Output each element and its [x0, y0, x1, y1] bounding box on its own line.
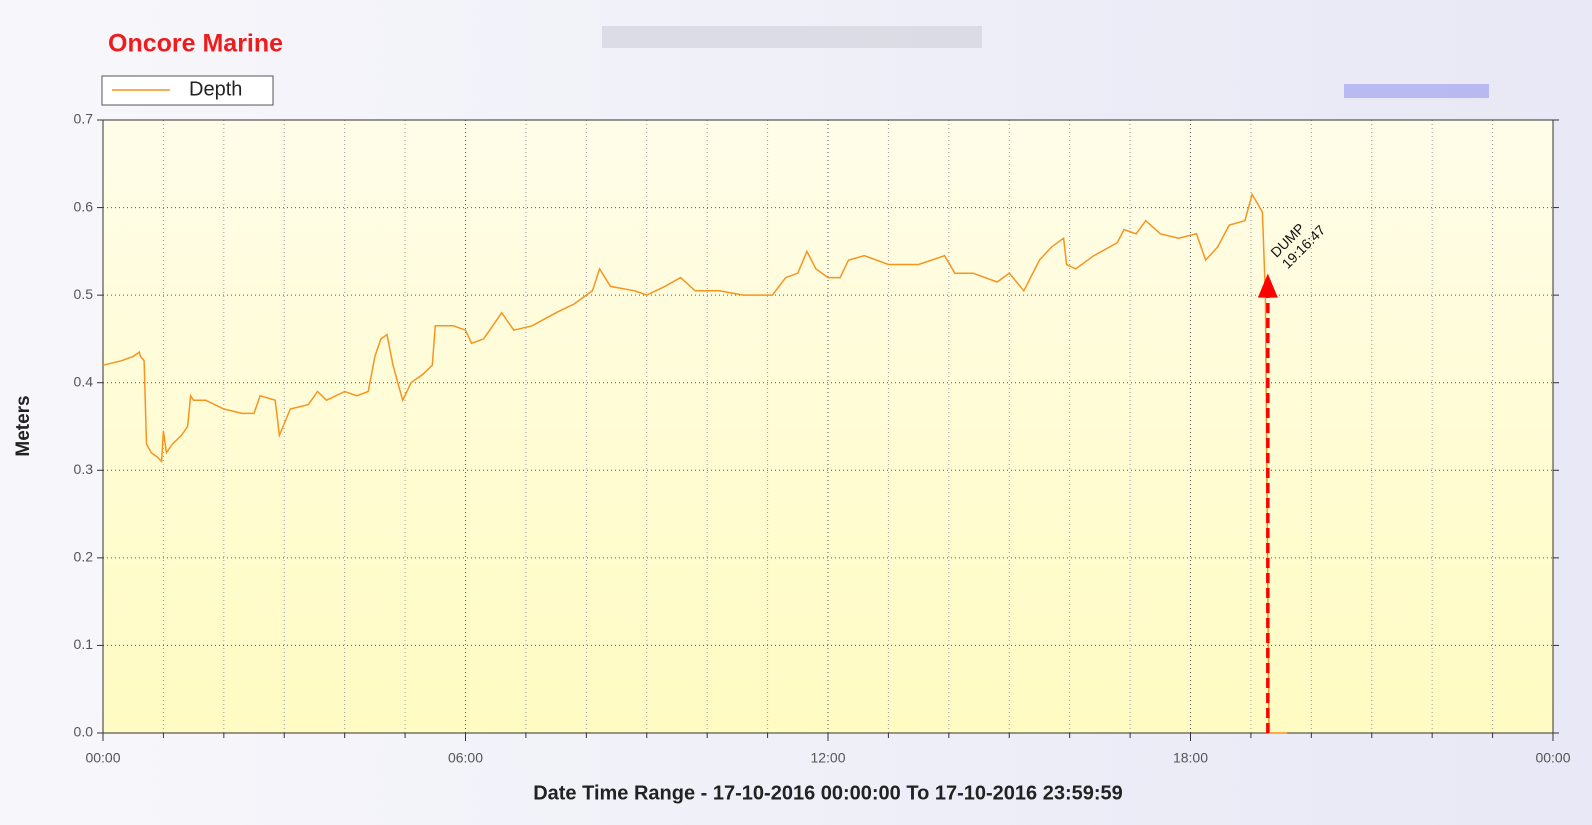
y-tick-label: 0.5 — [74, 286, 94, 302]
blurred-header — [602, 26, 982, 48]
y-tick-label: 0.3 — [74, 461, 94, 477]
y-tick-label: 0.4 — [74, 373, 94, 389]
y-axis-title: Meters — [13, 395, 34, 456]
y-tick-label: 0.0 — [74, 724, 94, 740]
y-tick-label: 0.2 — [74, 549, 94, 565]
x-tick-label: 00:00 — [1535, 750, 1570, 766]
plot-frame — [102, 119, 1554, 734]
chart-title: Oncore Marine — [108, 30, 283, 58]
y-tick-label: 0.1 — [74, 636, 94, 652]
blurred-link — [1344, 84, 1489, 98]
legend-label: Depth — [189, 78, 242, 100]
plot-area — [103, 120, 1553, 733]
y-tick-label: 0.7 — [74, 111, 94, 127]
legend: Depth — [101, 75, 274, 106]
y-tick-label: 0.6 — [74, 198, 94, 214]
annotation-arrow-head — [1257, 273, 1278, 298]
x-tick-label: 06:00 — [448, 750, 483, 766]
x-tick-label: 18:00 — [1173, 750, 1208, 766]
data-line — [102, 192, 1288, 734]
x-tick-label: 12:00 — [810, 750, 845, 766]
x-axis-title: Date Time Range - 17-10-2016 00:00:00 To… — [533, 782, 1123, 804]
x-tick-label: 00:00 — [85, 750, 120, 766]
